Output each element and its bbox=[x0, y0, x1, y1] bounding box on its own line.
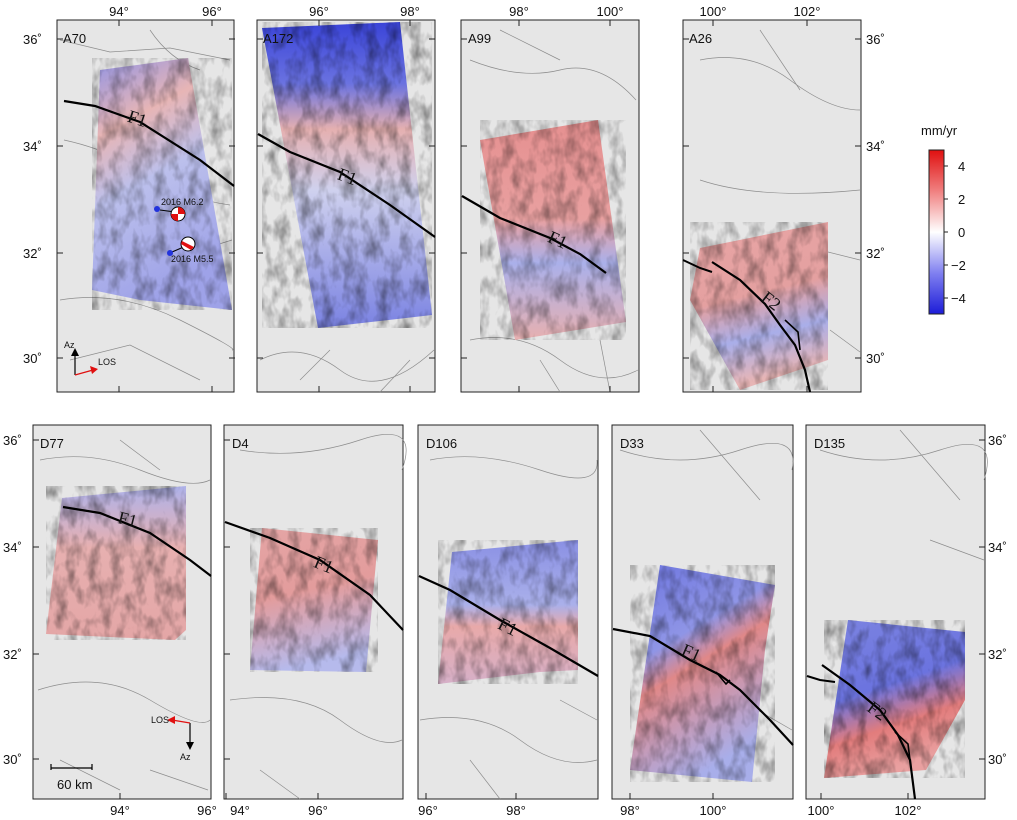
background-faults bbox=[469, 29, 639, 393]
y-tick: 32˚ bbox=[3, 647, 22, 662]
y-tick: 34˚ bbox=[3, 540, 22, 555]
colorbar: mm/yr 4 2 0 −2 −4 bbox=[921, 123, 966, 315]
panel-id: A99 bbox=[468, 31, 491, 46]
panel-d33: F1 D33 98° 100° bbox=[611, 424, 794, 818]
x-tick: 98° bbox=[620, 803, 640, 818]
look-geometry-arrows: Az LOS bbox=[64, 340, 116, 376]
fault-trace bbox=[461, 195, 607, 274]
panel-id: D106 bbox=[426, 436, 457, 451]
background-faults bbox=[699, 29, 861, 353]
x-tick: 94° bbox=[109, 4, 129, 19]
x-tick: 96° bbox=[202, 4, 222, 19]
left-lat-axis-bottom: 36˚ 34˚ 32˚ 30˚ bbox=[3, 433, 22, 767]
x-tick: 102° bbox=[895, 803, 922, 818]
y-tick: 32˚ bbox=[23, 246, 42, 261]
x-tick: 98° bbox=[509, 4, 529, 19]
panel-d77: F1 D77 LOS Az 60 km 94° 96° bbox=[32, 424, 217, 818]
background-faults bbox=[229, 433, 407, 800]
colorbar-tick: 2 bbox=[958, 192, 965, 207]
azimuth-label: Az bbox=[64, 340, 75, 350]
colorbar-tick: −2 bbox=[951, 258, 966, 273]
los-label: LOS bbox=[98, 357, 116, 367]
los-label: LOS bbox=[151, 715, 169, 725]
panel-id: D33 bbox=[620, 436, 644, 451]
panel-d135: F2 D135 100° 102° bbox=[805, 424, 988, 818]
event-m55: 2016 M5.5 bbox=[167, 236, 214, 264]
x-tick: 100° bbox=[700, 4, 727, 19]
y-tick: 36˚ bbox=[23, 32, 42, 47]
fault-trace bbox=[418, 574, 599, 677]
right-lat-axis-top: 36˚ 34˚ 32˚ 30˚ bbox=[866, 32, 885, 366]
x-tick: 94° bbox=[230, 803, 250, 818]
x-tick: 96° bbox=[309, 4, 329, 19]
fault-trace bbox=[257, 133, 436, 238]
y-tick: 30˚ bbox=[866, 351, 885, 366]
panel-id: D4 bbox=[232, 436, 249, 451]
colorbar-tick: 4 bbox=[958, 159, 965, 174]
x-tick: 100° bbox=[597, 4, 624, 19]
azimuth-label: Az bbox=[180, 752, 191, 762]
panel-d106: F1 D106 96° 98° bbox=[417, 424, 599, 818]
y-tick: 34˚ bbox=[988, 540, 1007, 555]
background-faults bbox=[819, 429, 988, 561]
background-faults bbox=[259, 349, 435, 393]
event-m62: 2016 M6.2 bbox=[154, 197, 204, 222]
panel-a172: F1 A172 96° 98° bbox=[229, 4, 436, 393]
y-tick: 36˚ bbox=[866, 32, 885, 47]
right-lat-axis-bottom: 36˚ 34˚ 32˚ 30˚ bbox=[988, 433, 1007, 767]
x-tick: 98° bbox=[400, 4, 420, 19]
x-tick: 98° bbox=[506, 803, 526, 818]
colorbar-tick: 0 bbox=[958, 225, 965, 240]
fault-trace bbox=[612, 627, 794, 746]
colorbar-tick: −4 bbox=[951, 291, 966, 306]
fault-trace bbox=[806, 675, 836, 683]
panel-id: D77 bbox=[40, 436, 64, 451]
event-label: 2016 M5.5 bbox=[171, 254, 214, 264]
x-tick: 100° bbox=[700, 803, 727, 818]
fault-label: F1 bbox=[116, 507, 139, 531]
x-tick: 94° bbox=[110, 803, 130, 818]
fault-trace bbox=[821, 664, 917, 800]
scale-bar: 60 km bbox=[50, 764, 93, 792]
y-tick: 30˚ bbox=[23, 351, 42, 366]
x-tick: 100° bbox=[808, 803, 835, 818]
panel-id: A172 bbox=[263, 31, 293, 46]
event-label: 2016 M6.2 bbox=[161, 197, 204, 207]
x-tick: 96° bbox=[197, 803, 217, 818]
background-faults bbox=[37, 439, 211, 791]
y-tick: 30˚ bbox=[988, 752, 1007, 767]
look-geometry-arrows: LOS Az bbox=[151, 715, 194, 762]
fault-trace bbox=[682, 259, 713, 273]
panel-id: A26 bbox=[689, 31, 712, 46]
y-tick: 34˚ bbox=[866, 139, 885, 154]
panel-id: D135 bbox=[814, 436, 845, 451]
y-tick: 30˚ bbox=[3, 752, 22, 767]
y-tick: 36˚ bbox=[3, 433, 22, 448]
fault-trace bbox=[711, 261, 812, 393]
y-tick: 32˚ bbox=[866, 246, 885, 261]
colorbar-ramp bbox=[928, 149, 945, 315]
fault-trace bbox=[224, 520, 404, 631]
panel-id: A70 bbox=[63, 31, 86, 46]
y-tick: 32˚ bbox=[988, 647, 1007, 662]
left-lat-axis-top: 36˚ 34˚ 32˚ 30˚ bbox=[23, 32, 63, 366]
y-tick: 36˚ bbox=[988, 433, 1007, 448]
x-tick: 102° bbox=[794, 4, 821, 19]
x-tick: 96° bbox=[308, 803, 328, 818]
fault-trace bbox=[63, 99, 235, 187]
scale-bar-label: 60 km bbox=[57, 777, 92, 792]
y-tick: 34˚ bbox=[23, 139, 42, 154]
colorbar-unit: mm/yr bbox=[921, 123, 958, 138]
background-faults bbox=[419, 456, 598, 800]
panel-a26: F2 A26 100° 102° bbox=[682, 4, 862, 393]
x-tick: 96° bbox=[418, 803, 438, 818]
panel-d4: F1 D4 94° 96° bbox=[223, 424, 407, 818]
panel-a70: F1 A70 2016 M6.2 2016 M5.5 Az LOS 94° 96 bbox=[56, 4, 235, 393]
fault-trace bbox=[62, 505, 212, 577]
panel-a99: F1 A99 98° 100° bbox=[429, 4, 640, 393]
